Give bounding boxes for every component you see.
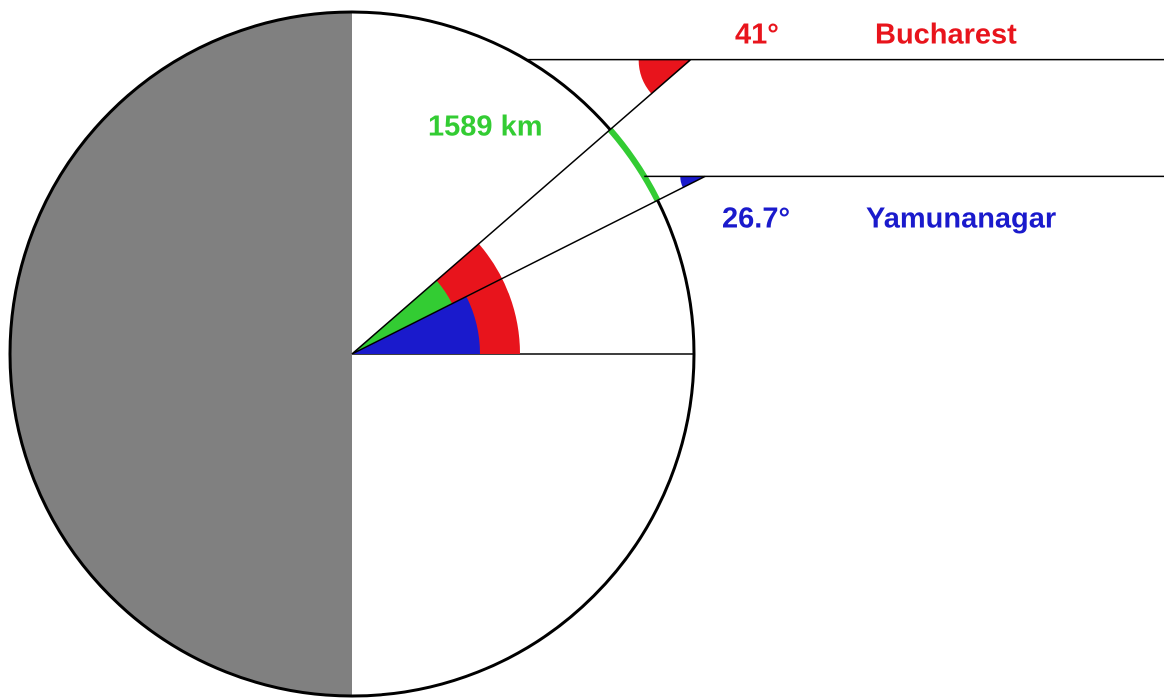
place-name: Yamunanagar [866, 203, 1056, 235]
incidence-angle [638, 59, 691, 94]
angle-wedge [352, 280, 453, 354]
angle-wedge [352, 296, 480, 354]
radius-line [351, 59, 692, 355]
night-half [10, 12, 352, 696]
radius-line [351, 175, 706, 355]
angle-label: 26.7° [722, 203, 790, 235]
distance-label: 1589 km [428, 111, 543, 143]
place-name: Bucharest [875, 19, 1017, 51]
distance-arc [607, 127, 661, 202]
angle-label: 41° [735, 19, 779, 51]
